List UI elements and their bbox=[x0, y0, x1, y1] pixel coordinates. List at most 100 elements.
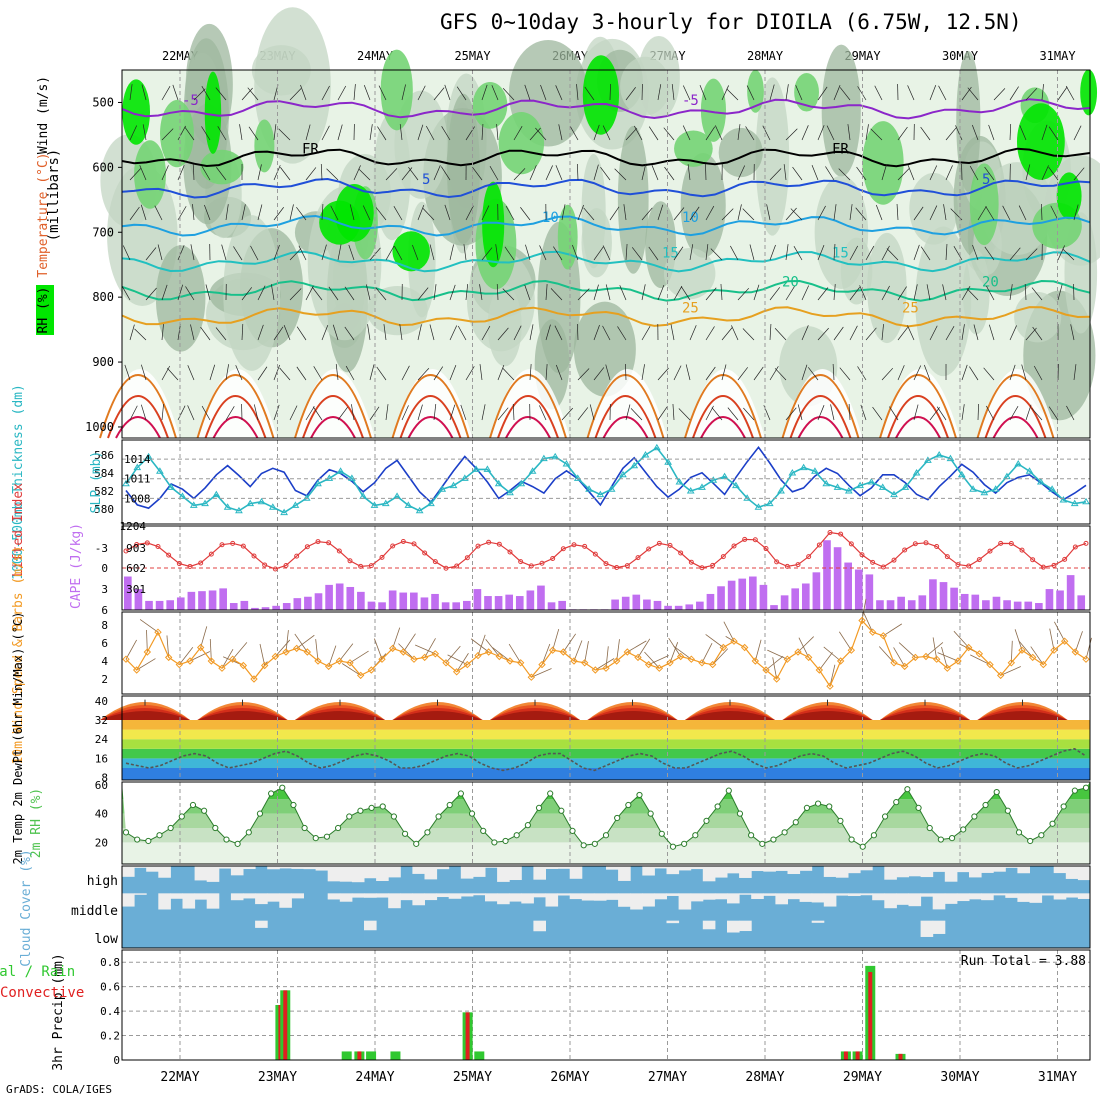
wind-tick-label: 4 bbox=[101, 655, 108, 668]
wind-barb bbox=[145, 247, 157, 261]
wind-barb bbox=[449, 284, 456, 301]
cape-bar bbox=[876, 600, 884, 610]
wind-barb bbox=[312, 406, 323, 421]
wind-barb bbox=[321, 85, 330, 101]
wind-barb bbox=[294, 633, 308, 653]
cloud-cell bbox=[606, 866, 619, 870]
lifted-index-marker bbox=[219, 542, 225, 548]
cloud-cell bbox=[545, 866, 559, 869]
rh-mask bbox=[122, 782, 1090, 847]
rh-marker bbox=[1060, 803, 1067, 810]
cloud-cell bbox=[122, 893, 135, 907]
wind-barb bbox=[167, 367, 179, 381]
cloud-cell bbox=[255, 893, 268, 905]
contour-label: 20 bbox=[982, 275, 999, 291]
wind-barb bbox=[907, 165, 915, 181]
wind-barb bbox=[678, 408, 691, 421]
wind-barb bbox=[920, 246, 931, 261]
contour-label: 25 bbox=[902, 301, 919, 317]
cape-bar bbox=[950, 587, 958, 610]
lifted-index-marker bbox=[614, 564, 620, 570]
wind-barb bbox=[648, 126, 659, 141]
cloud-cell bbox=[993, 893, 1006, 896]
wind-barb bbox=[753, 284, 760, 301]
wind-barb bbox=[670, 324, 675, 341]
cloud-cell bbox=[327, 866, 341, 882]
wind-barb bbox=[795, 85, 803, 101]
wind-barb bbox=[865, 327, 877, 341]
wind-barb bbox=[296, 326, 307, 341]
thickness-marker bbox=[144, 452, 153, 460]
cloud-cell bbox=[122, 866, 135, 877]
wind-barb bbox=[339, 643, 354, 662]
rh-shade bbox=[821, 44, 861, 177]
rain-label: Total / Rain bbox=[0, 964, 75, 980]
cloud-cell bbox=[485, 893, 498, 902]
wind-barb bbox=[641, 164, 646, 181]
wind-barb bbox=[1057, 86, 1068, 101]
wind-barb bbox=[273, 244, 280, 261]
rh-moist bbox=[472, 82, 508, 129]
cloud-cell bbox=[618, 893, 631, 907]
thickness-marker bbox=[822, 479, 831, 487]
cloud-cell bbox=[581, 893, 595, 901]
thickness-marker bbox=[664, 458, 673, 465]
cloud-cell bbox=[557, 893, 571, 896]
wind-barb bbox=[545, 324, 551, 341]
wind-barb bbox=[833, 284, 836, 301]
temperature-arc bbox=[700, 416, 746, 439]
x-tick-label-bottom: 25MAY bbox=[453, 1070, 492, 1085]
lifted-index-marker bbox=[240, 543, 246, 549]
wind-barb bbox=[945, 165, 953, 181]
cape-bar bbox=[770, 605, 778, 610]
cloud-cell bbox=[969, 866, 982, 878]
thickness-marker bbox=[483, 465, 492, 472]
wind-barb bbox=[897, 327, 909, 341]
cloud-cell bbox=[727, 893, 740, 904]
contour-label: FR bbox=[832, 142, 849, 158]
rh-marker bbox=[279, 784, 286, 791]
rh-moist bbox=[1016, 103, 1065, 180]
temperature-arc bbox=[204, 395, 267, 439]
x-tick-label-top: 28MAY bbox=[747, 49, 784, 63]
wind-barb bbox=[984, 166, 995, 181]
wind-barb bbox=[955, 125, 963, 141]
lifted-index-marker bbox=[518, 559, 524, 565]
run-total: Run Total = 3.88 bbox=[961, 954, 1086, 969]
wind-barb bbox=[337, 244, 342, 261]
thickness-marker bbox=[969, 485, 977, 492]
wind-barb bbox=[1048, 126, 1059, 141]
wind-barb bbox=[271, 284, 275, 301]
wind-barb bbox=[929, 165, 938, 181]
lifted-index-marker bbox=[976, 557, 982, 563]
wind-barb bbox=[863, 612, 874, 633]
temperature-arc bbox=[391, 374, 470, 439]
wind-marker bbox=[228, 655, 237, 663]
wind-barb bbox=[977, 403, 979, 421]
wind-barb bbox=[938, 85, 947, 101]
thickness-marker bbox=[878, 483, 887, 490]
thickness-marker bbox=[754, 503, 763, 510]
wind-barb bbox=[321, 125, 330, 141]
wind-barb bbox=[961, 285, 971, 301]
temperature-band bbox=[122, 768, 1090, 780]
x-tick-label-bottom: 29MAY bbox=[843, 1070, 882, 1085]
wind-barb bbox=[161, 324, 164, 341]
wind-barb bbox=[378, 85, 387, 101]
cape-bar bbox=[1066, 575, 1075, 610]
rh-marker bbox=[346, 813, 353, 820]
cloud-cell bbox=[521, 893, 534, 904]
li-tick-label: 0 bbox=[101, 562, 108, 575]
cape-bar bbox=[145, 600, 153, 610]
wind-barb bbox=[727, 407, 739, 421]
wind-barb bbox=[634, 125, 643, 141]
wind-marker bbox=[154, 628, 162, 636]
wind-barb bbox=[937, 652, 959, 662]
wind-barb bbox=[375, 207, 387, 221]
wind-barb bbox=[508, 643, 522, 664]
convective-bar bbox=[855, 1051, 860, 1060]
temperature-band bbox=[122, 758, 1090, 768]
lifted-index-marker bbox=[646, 546, 652, 552]
x-tick-label-bottom: 28MAY bbox=[745, 1070, 784, 1085]
wind-marker bbox=[623, 648, 632, 656]
